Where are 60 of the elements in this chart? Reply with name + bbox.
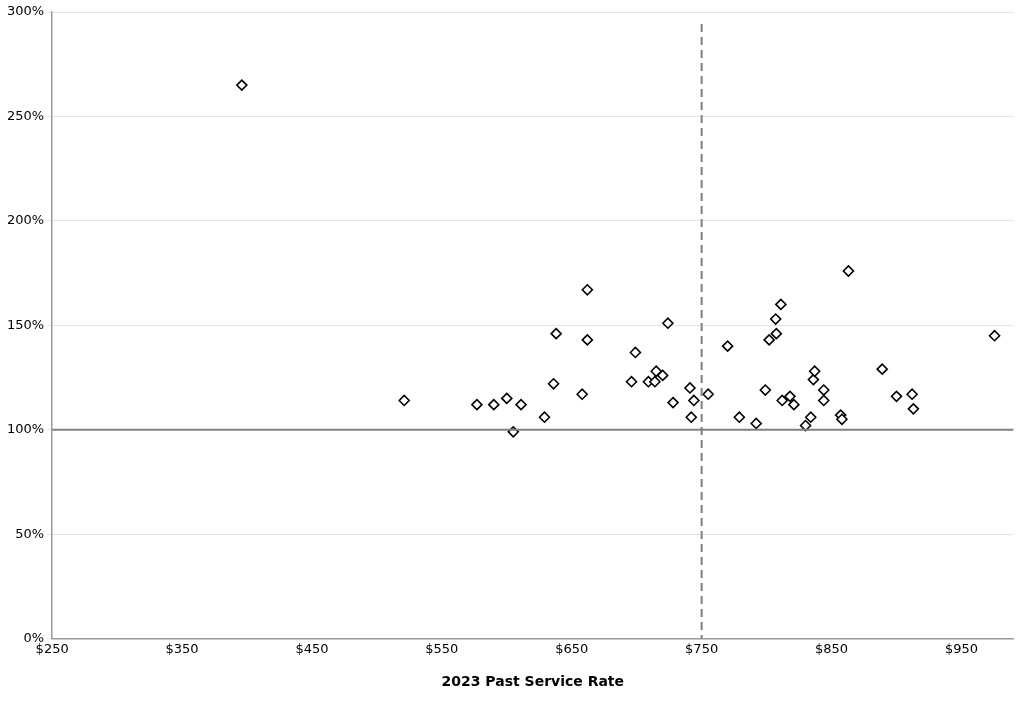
- point: [799, 419, 812, 432]
- y-tick-label: 100%: [6, 421, 45, 437]
- point: [538, 411, 551, 423]
- point: [775, 298, 787, 311]
- point: [685, 411, 698, 423]
- point: [688, 394, 700, 407]
- point: [721, 340, 734, 352]
- point: [750, 417, 763, 430]
- point: [684, 382, 696, 394]
- point: [770, 327, 783, 340]
- x-tick-label: $850: [815, 640, 849, 656]
- point: [650, 365, 662, 378]
- point: [759, 384, 772, 396]
- point: [398, 394, 410, 407]
- x-tick-label: $650: [555, 640, 589, 656]
- point: [550, 327, 562, 340]
- point: [649, 375, 661, 388]
- point: [515, 398, 527, 411]
- x-tick-label: $550: [425, 640, 459, 656]
- point: [581, 283, 594, 296]
- point: [656, 369, 669, 382]
- point: [788, 398, 800, 411]
- x-axis-title: 2023 Past Service Rate: [441, 673, 625, 690]
- point: [808, 365, 821, 378]
- point: [876, 363, 888, 375]
- x-tick-label: $350: [165, 640, 199, 656]
- point: [817, 384, 830, 396]
- y-tick-label: 50%: [15, 525, 45, 541]
- point: [890, 390, 903, 403]
- y-tick-label: 200%: [6, 212, 45, 228]
- point: [804, 411, 817, 423]
- point: [842, 265, 855, 277]
- point: [629, 346, 642, 359]
- x-tick-label: $950: [944, 640, 978, 656]
- point: [763, 334, 775, 346]
- point: [817, 394, 830, 407]
- point: [776, 394, 788, 407]
- y-tick-label: 250%: [6, 107, 45, 123]
- point: [907, 403, 920, 415]
- point: [576, 388, 588, 401]
- point: [625, 375, 638, 388]
- x-tick-label: $750: [685, 640, 719, 656]
- point: [547, 377, 560, 390]
- point: [702, 388, 714, 401]
- point: [488, 398, 500, 411]
- point: [988, 329, 1001, 342]
- y-tick-label: 150%: [6, 316, 45, 332]
- point: [667, 396, 679, 409]
- point: [733, 411, 746, 423]
- point: [471, 398, 483, 411]
- point: [836, 413, 848, 426]
- point: [236, 79, 248, 91]
- point: [906, 388, 918, 401]
- y-tick-label: 300%: [6, 3, 45, 19]
- point: [784, 390, 796, 403]
- point: [581, 334, 594, 346]
- x-tick-label: $450: [295, 640, 329, 656]
- point: [769, 313, 782, 325]
- point: [662, 317, 674, 330]
- point: [501, 392, 513, 405]
